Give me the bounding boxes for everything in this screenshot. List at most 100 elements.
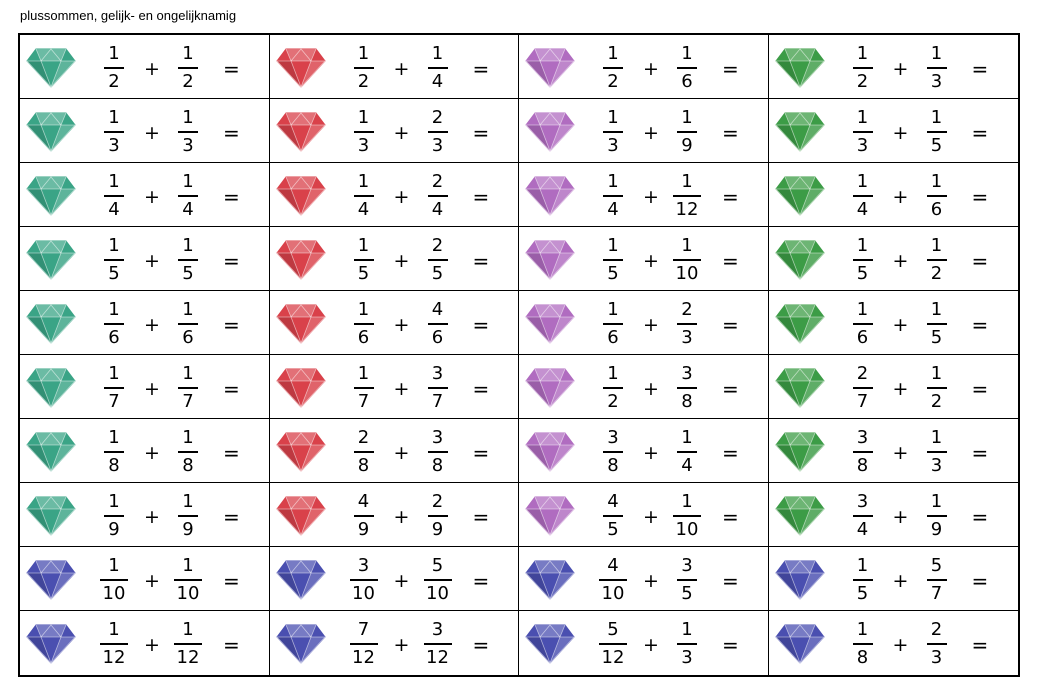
plus-sign: + (892, 570, 909, 592)
denominator: 10 (102, 582, 126, 604)
fraction-bar (353, 259, 374, 261)
equals-sign: = (722, 313, 739, 337)
denominator: 6 (856, 326, 869, 348)
fraction-bar (677, 451, 697, 453)
exercise-cell: 1 5 +5 7 = (768, 547, 1018, 611)
denominator: 7 (108, 390, 120, 412)
plus-sign: + (144, 314, 160, 336)
denominator: 8 (856, 454, 869, 476)
plus-sign: + (643, 314, 659, 336)
equals-sign: = (971, 249, 989, 273)
plus-sign: + (643, 442, 659, 464)
equals-sign: = (472, 185, 490, 209)
fraction-bar (353, 67, 374, 69)
numerator: 5 (607, 619, 619, 640)
equals-sign: = (223, 313, 240, 337)
numerator: 1 (930, 299, 943, 320)
gem-icon (774, 46, 825, 89)
denominator: 2 (930, 390, 943, 412)
numerator: 4 (607, 555, 619, 576)
fraction-bar (178, 387, 198, 389)
denominator: 9 (431, 518, 444, 540)
denominator: 3 (930, 454, 943, 476)
fraction-bar (673, 515, 701, 517)
denominator: 8 (108, 454, 120, 476)
fraction-bar (104, 131, 124, 133)
gem-icon (275, 46, 326, 89)
exercise-cell: 7 12 +3 12 = (270, 611, 519, 675)
fraction-bar (100, 579, 128, 581)
equals-sign: = (722, 57, 739, 81)
exercise-cell: 1 7 +1 7 = (20, 355, 270, 419)
plus-sign: + (892, 122, 909, 144)
fraction-bar (178, 451, 198, 453)
fraction-bar (926, 579, 947, 581)
exercise-cell: 1 6 +4 6 = (269, 291, 519, 355)
gem-icon (774, 302, 825, 345)
gem-icon (525, 46, 575, 89)
fraction-bar (427, 387, 448, 389)
gem-icon (275, 622, 326, 665)
fraction-bar (104, 515, 124, 517)
exercise-cell: 1 7 +3 7 = (269, 355, 519, 419)
denominator: 3 (856, 134, 869, 156)
denominator: 6 (607, 326, 619, 348)
numerator: 1 (182, 299, 194, 320)
fraction-bar (423, 643, 452, 645)
plus-sign: + (144, 58, 160, 80)
equals-sign: = (223, 569, 240, 593)
equals-sign: = (722, 185, 739, 209)
exercise-cell: 2 7 +1 2 = (768, 355, 1018, 419)
fraction-bar (603, 131, 623, 133)
numerator: 1 (856, 107, 869, 128)
numerator: 1 (607, 235, 619, 256)
denominator: 4 (856, 198, 869, 220)
numerator: 7 (357, 619, 370, 640)
equals-sign: = (472, 633, 490, 657)
fraction-bar (603, 515, 623, 517)
plus-sign: + (393, 378, 410, 400)
numerator: 1 (357, 43, 370, 64)
denominator: 5 (856, 262, 869, 284)
numerator: 1 (607, 43, 619, 64)
denominator: 4 (431, 70, 444, 92)
plus-sign: + (643, 506, 659, 528)
denominator: 3 (681, 646, 693, 668)
exercise-cell: 3 10 +5 10 = (269, 547, 519, 611)
gem-icon (525, 622, 575, 665)
exercise-cell: 1 3 +1 9 = (519, 99, 769, 163)
numerator: 1 (108, 171, 120, 192)
numerator: 1 (681, 171, 693, 192)
denominator: 12 (102, 646, 126, 668)
denominator: 3 (930, 70, 943, 92)
denominator: 6 (357, 326, 370, 348)
numerator: 1 (607, 171, 619, 192)
exercise-cell: 1 3 +1 3 = (20, 99, 270, 163)
denominator: 12 (426, 646, 449, 668)
equals-sign: = (971, 377, 989, 401)
fraction-bar (603, 259, 623, 261)
plus-sign: + (892, 634, 909, 656)
fraction-bar (926, 195, 947, 197)
plus-sign: + (643, 58, 659, 80)
numerator: 1 (182, 619, 194, 640)
denominator: 3 (607, 134, 619, 156)
equals-sign: = (722, 249, 739, 273)
denominator: 8 (357, 454, 370, 476)
fraction: 1 10 (672, 491, 702, 541)
gem-icon (275, 494, 326, 537)
